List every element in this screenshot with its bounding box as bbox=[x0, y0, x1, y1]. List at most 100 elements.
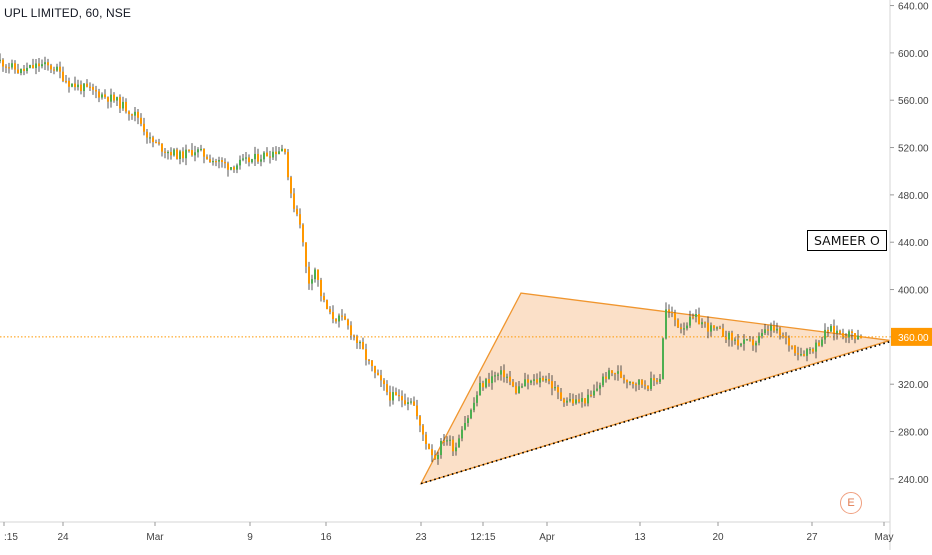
candle-body bbox=[35, 63, 37, 69]
candle-body bbox=[434, 455, 436, 460]
candle-body bbox=[854, 333, 856, 340]
candle-body bbox=[740, 343, 742, 346]
x-tick-label: May bbox=[875, 532, 894, 543]
candle-body bbox=[50, 65, 52, 70]
candle-body bbox=[320, 279, 322, 297]
candle-body bbox=[389, 392, 391, 401]
candle-body bbox=[584, 398, 586, 404]
candle-body bbox=[623, 377, 625, 380]
candle-body bbox=[167, 151, 169, 154]
candle-body bbox=[134, 111, 136, 116]
candle-body bbox=[704, 322, 706, 324]
candle-body bbox=[95, 89, 97, 92]
candle-body bbox=[764, 329, 766, 334]
candle-body bbox=[164, 151, 166, 153]
y-tick-label: 480.00 bbox=[898, 191, 929, 202]
candle-body bbox=[791, 345, 793, 347]
candle-body bbox=[485, 379, 487, 388]
candle-body bbox=[239, 159, 241, 166]
candle-body bbox=[572, 399, 574, 404]
candle-body bbox=[746, 339, 748, 341]
candle-body bbox=[449, 439, 451, 441]
candle-body bbox=[452, 439, 454, 452]
triangle-pattern[interactable] bbox=[419, 292, 891, 485]
candle-body bbox=[581, 398, 583, 402]
candle-body bbox=[161, 143, 163, 152]
candle-body bbox=[227, 163, 229, 170]
candle-body bbox=[785, 336, 787, 338]
candle-body bbox=[338, 315, 340, 322]
candle-body bbox=[521, 386, 523, 388]
candle-body bbox=[620, 371, 622, 378]
candle-body bbox=[536, 379, 538, 383]
candle-body bbox=[794, 345, 796, 354]
candle-body bbox=[317, 269, 319, 280]
annotation-label[interactable]: SAMEER O bbox=[807, 230, 887, 251]
x-tick-label: 13 bbox=[634, 532, 646, 543]
candle-body bbox=[86, 83, 88, 87]
candle-body bbox=[245, 157, 247, 159]
candle-body bbox=[773, 325, 775, 331]
candle-body bbox=[551, 381, 553, 389]
candle-body bbox=[185, 149, 187, 159]
candle-body bbox=[752, 339, 754, 346]
candle-body bbox=[803, 354, 805, 356]
candle-body bbox=[473, 402, 475, 411]
support-trendline[interactable] bbox=[420, 340, 891, 485]
candle-body bbox=[359, 342, 361, 344]
y-tick-label: 440.00 bbox=[898, 238, 929, 249]
candle-body bbox=[668, 309, 670, 312]
candle-body bbox=[653, 378, 655, 381]
candle-body bbox=[371, 360, 373, 367]
candle-body bbox=[410, 401, 412, 403]
candle-body bbox=[719, 327, 721, 329]
earnings-badge[interactable]: E bbox=[840, 492, 862, 514]
candle-body bbox=[512, 381, 514, 387]
candle-body bbox=[131, 114, 133, 116]
candle-body bbox=[554, 386, 556, 389]
candle-body bbox=[356, 336, 358, 343]
candle-body bbox=[467, 418, 469, 423]
candle-body bbox=[578, 399, 580, 402]
candle-body bbox=[347, 319, 349, 326]
candle-body bbox=[455, 447, 457, 452]
candle-body bbox=[323, 296, 325, 301]
candle-body bbox=[425, 434, 427, 444]
candle-body bbox=[557, 386, 559, 393]
candle-body bbox=[125, 101, 127, 112]
candle-body bbox=[647, 385, 649, 389]
candle-body bbox=[293, 193, 295, 209]
candle-body bbox=[611, 370, 613, 374]
candle-body bbox=[470, 410, 472, 419]
candle-body bbox=[218, 160, 220, 162]
candle-body bbox=[626, 379, 628, 383]
candle-body bbox=[0, 59, 1, 62]
candle-body bbox=[398, 395, 400, 397]
candle-body bbox=[476, 395, 478, 403]
candle-body bbox=[176, 149, 178, 159]
candle-body bbox=[155, 142, 157, 144]
candle-body bbox=[806, 349, 808, 356]
candle-body bbox=[446, 440, 448, 442]
candle-body bbox=[683, 328, 685, 330]
candle-body bbox=[734, 339, 736, 341]
candle-body bbox=[749, 339, 751, 341]
candle-body bbox=[695, 313, 697, 317]
candle-body bbox=[368, 359, 370, 361]
candle-body bbox=[104, 94, 106, 98]
candle-body bbox=[674, 312, 676, 320]
candle-body bbox=[101, 94, 103, 98]
candle-body bbox=[149, 137, 151, 139]
candle-body bbox=[650, 378, 652, 389]
candle-body bbox=[443, 440, 445, 443]
candle-body bbox=[299, 214, 301, 225]
candle-body bbox=[269, 156, 271, 158]
candle-body bbox=[545, 379, 547, 381]
candle-body bbox=[251, 159, 253, 163]
candle-body bbox=[608, 370, 610, 379]
candle-body bbox=[638, 379, 640, 385]
current-price-tag bbox=[891, 327, 932, 346]
candle-body bbox=[308, 266, 310, 284]
candle-body bbox=[65, 80, 67, 83]
candle-body bbox=[272, 151, 274, 158]
